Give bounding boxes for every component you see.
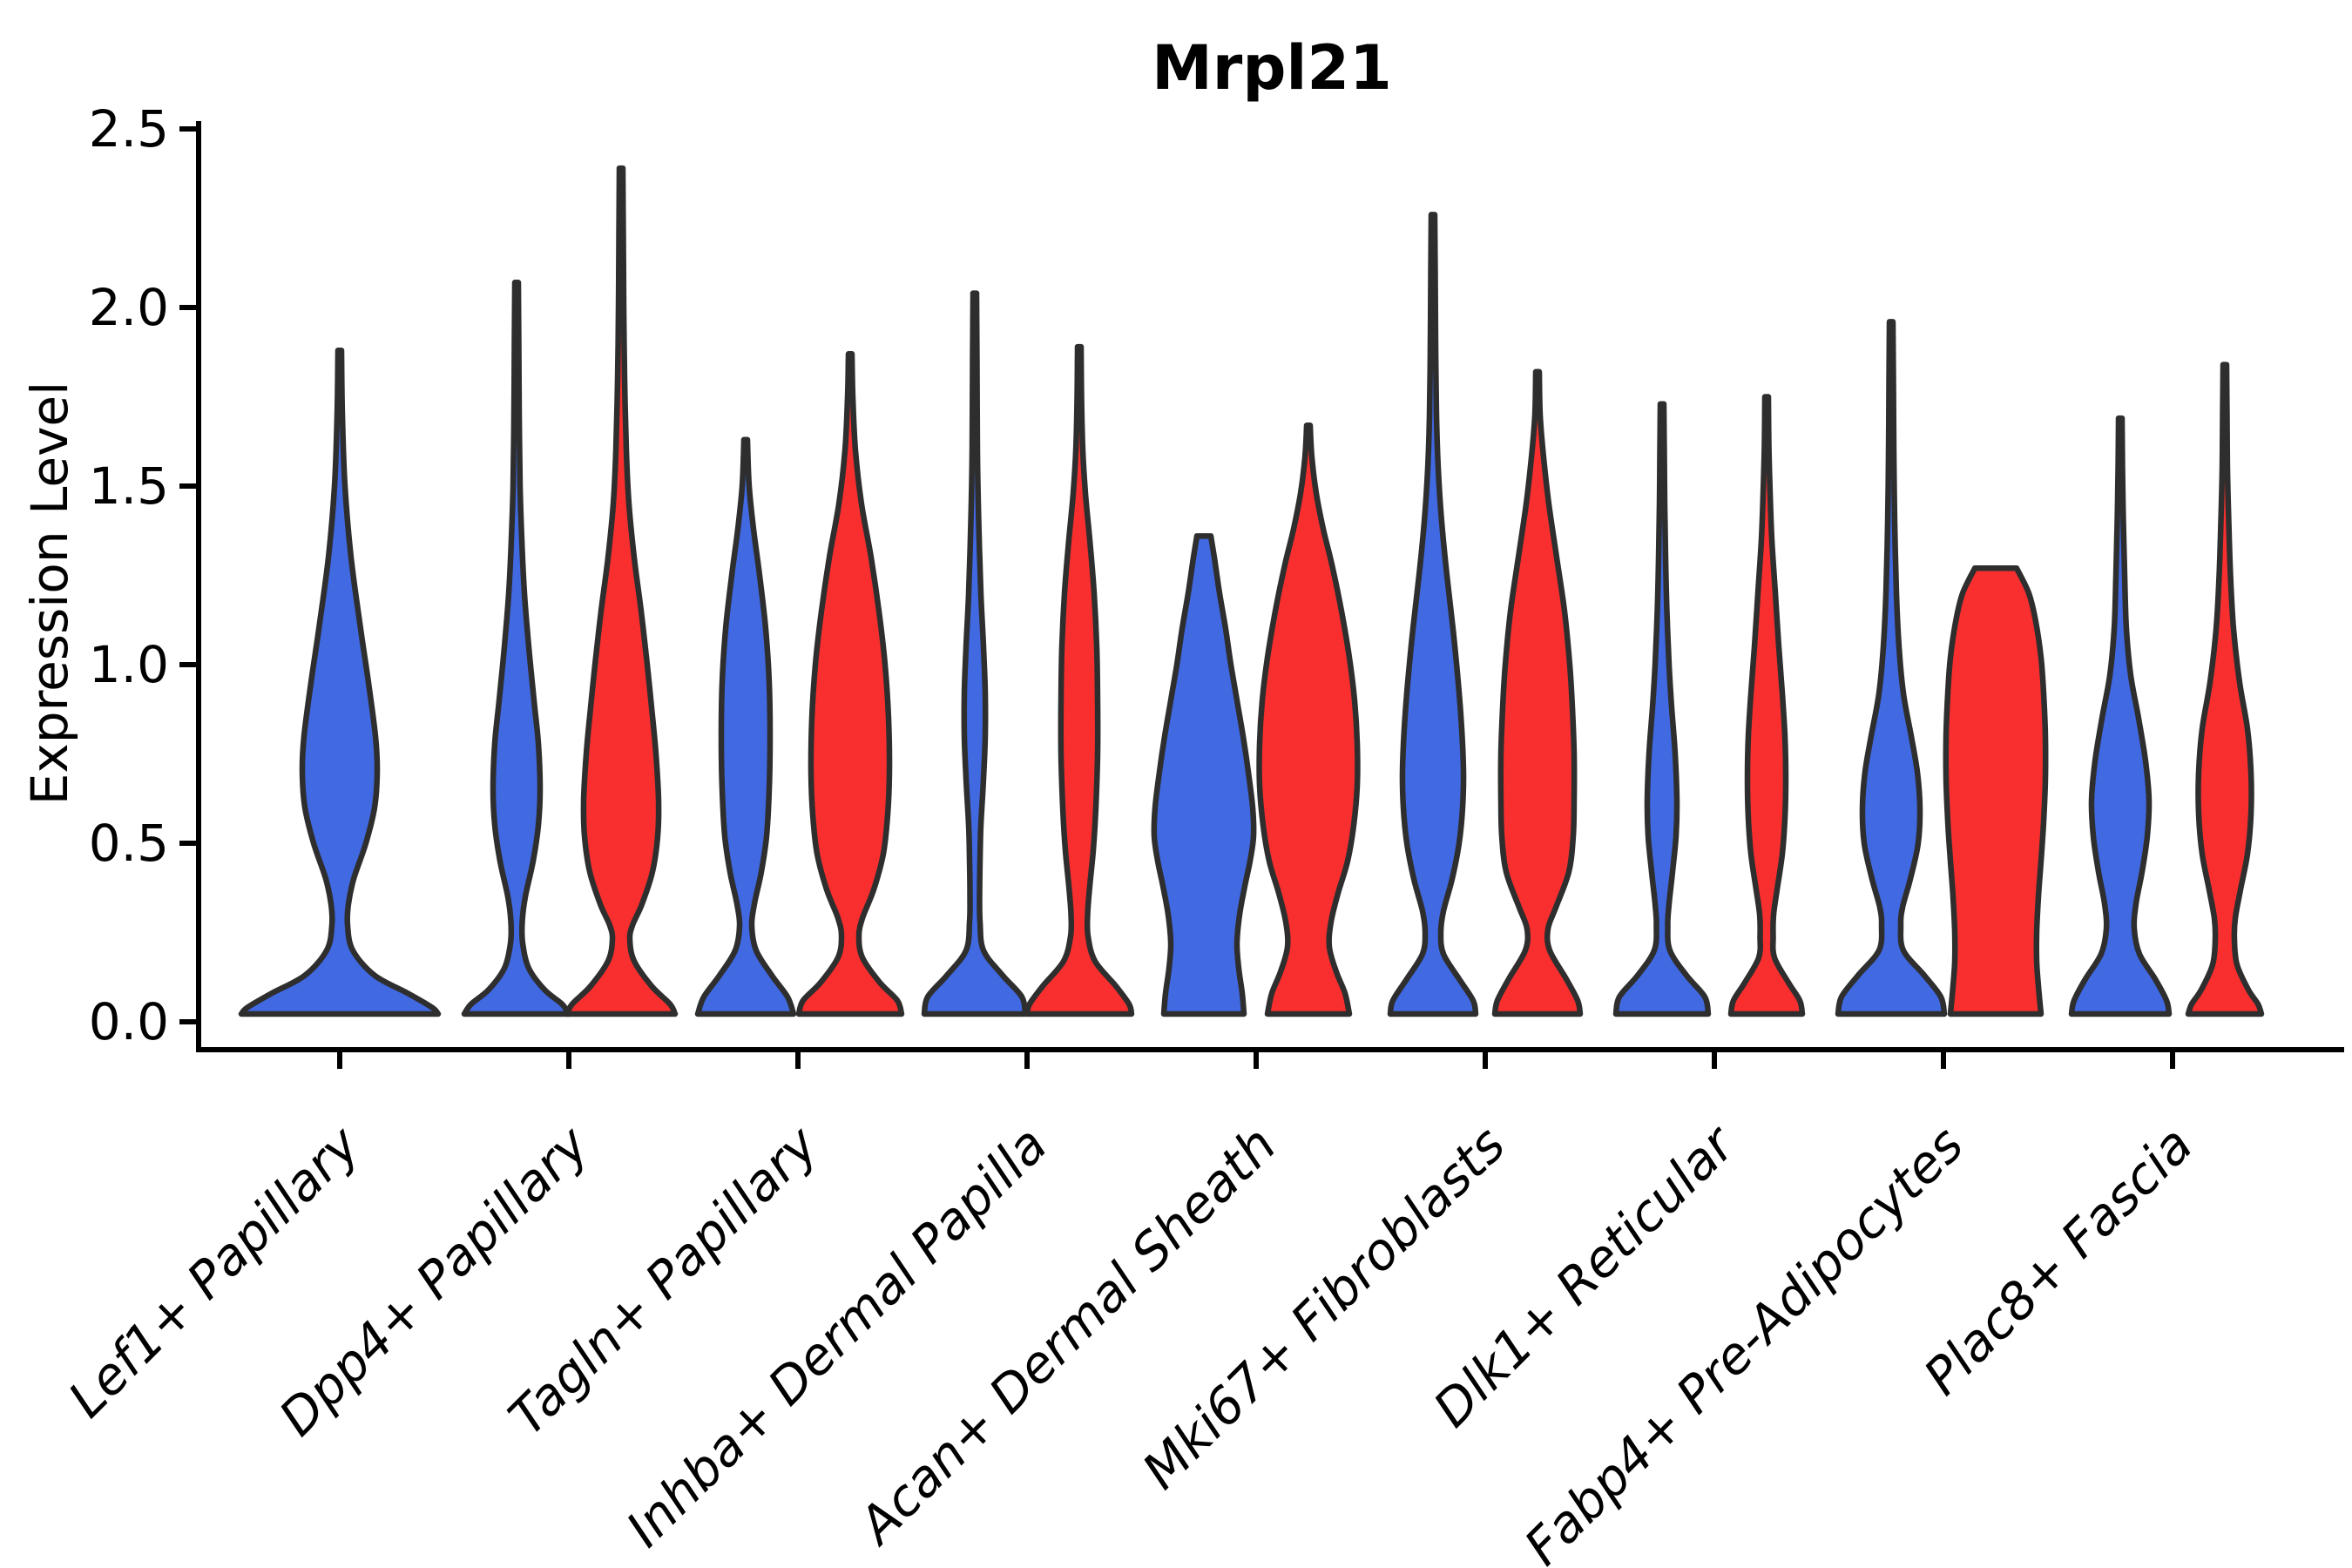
y-axis-label: Expression Level bbox=[20, 382, 79, 805]
axis-spines bbox=[196, 121, 2344, 1052]
y-tick-label: 2.5 bbox=[89, 99, 169, 159]
violin-mki67-fibroblasts-blue bbox=[1387, 212, 1479, 1017]
violin-tagln-papillary-blue bbox=[694, 436, 797, 1017]
y-tick-label: 0.5 bbox=[89, 814, 169, 873]
y-tick-label: 2.0 bbox=[89, 278, 169, 337]
violin-acan-dermal-sheath-blue bbox=[1151, 533, 1257, 1017]
violin-tagln-papillary-red bbox=[795, 351, 905, 1017]
violin-inhba-dermal-papilla-blue bbox=[921, 290, 1029, 1017]
y-tick-label: 1.5 bbox=[89, 456, 169, 516]
violins-layer bbox=[238, 165, 2265, 1017]
x-tick-label-inhba-dermal-papilla: Inhba+ Dermal Papilla bbox=[615, 1115, 1058, 1558]
violin-dpp4-papillary-blue bbox=[461, 280, 572, 1017]
violin-dlk1-reticular-red bbox=[1727, 394, 1806, 1017]
violin-inhba-dermal-papilla-red bbox=[1024, 343, 1135, 1017]
chart-title: Mrpl21 bbox=[1152, 32, 1392, 104]
y-tick-labels: 0.0 0.5 1.0 1.5 2.0 2.5 bbox=[89, 99, 169, 1051]
violin-fabp4-pre-adipocytes-red bbox=[1943, 565, 2049, 1017]
violin-acan-dermal-sheath-red bbox=[1256, 422, 1361, 1017]
x-tick-label-acan-dermal-sheath: Acan+ Dermal Sheath bbox=[845, 1115, 1288, 1558]
violin-mki67-fibroblasts-red bbox=[1491, 368, 1584, 1017]
y-tick-label: 0.0 bbox=[89, 992, 169, 1051]
y-tick-label: 1.0 bbox=[89, 635, 169, 694]
violin-lef1-papillary-blue bbox=[238, 347, 442, 1017]
violin-plac8-fascia-red bbox=[2185, 362, 2265, 1017]
violin-plac8-fascia-blue bbox=[2068, 415, 2173, 1017]
violin-dlk1-reticular-blue bbox=[1612, 401, 1712, 1017]
violin-dpp4-papillary-red bbox=[564, 165, 679, 1017]
x-tick-label-fabp4-pre-adipocytes: Fabp4+ Pre-Adipocytes bbox=[1513, 1115, 1975, 1568]
violin-fabp4-pre-adipocytes-blue bbox=[1835, 319, 1948, 1017]
axes-layer bbox=[179, 121, 2344, 1069]
